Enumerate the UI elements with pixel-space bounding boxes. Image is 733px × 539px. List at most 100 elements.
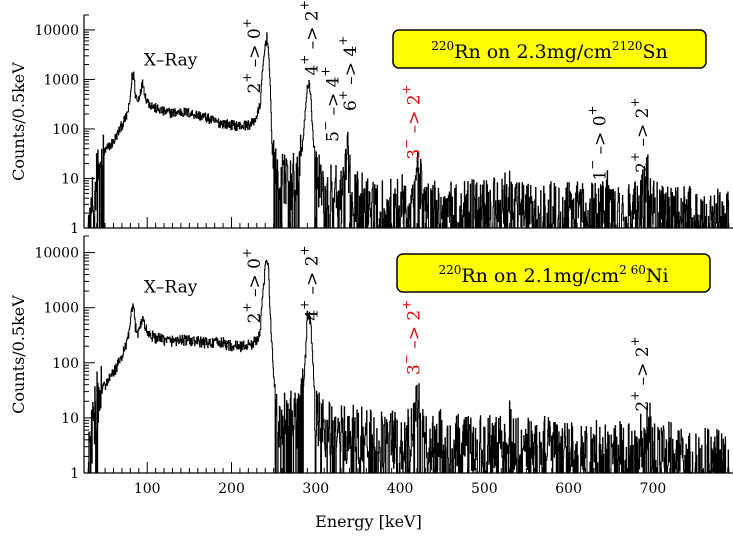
transition-label: 2+ –> 2+ [628,97,653,172]
legend-box [396,253,711,293]
parity-final: + [240,248,254,258]
parity-initial: − [586,160,600,170]
spin-final: 2 [633,108,653,119]
x-tick-label: 300 [302,481,329,497]
parity-final: + [628,97,642,107]
spectrum-line [87,32,730,229]
beam-element: Rn [461,265,488,287]
beam-mass-number: 220 [438,263,461,277]
spin-final: 2 [404,94,424,105]
parity-final: + [297,245,311,255]
x-tick-label: 700 [640,481,667,497]
thickness-exponent: 2 [612,39,620,53]
spin-initial: 6 [341,100,361,111]
spin-final: 2 [302,255,322,266]
parity-final: + [628,336,642,346]
parity-initial: + [240,73,254,83]
spin-initial: 2 [245,83,265,94]
parity-final: + [399,84,413,94]
arrow-symbol: –> [633,357,653,391]
y-tick-label: 1000 [43,301,79,317]
y-axis-title: Counts/0.5keV [9,62,28,181]
beam-element: Rn [454,41,481,63]
parity-final: + [586,105,600,115]
transition-label: 3− –> 2+ [399,84,424,159]
spectrum-line [87,259,730,474]
parity-final: + [297,0,311,10]
target-thickness: on 2.1mg/cm [488,265,619,287]
spin-initial: 3 [404,149,424,160]
spin-final: 2 [633,346,653,357]
x-tick-label: 600 [555,481,582,497]
y-tick-label: 10 [61,411,79,427]
spin-final: 4 [323,77,343,88]
transition-label: 4+ –> 2+ [297,0,322,75]
spin-final: 4 [341,46,361,57]
parity-final: + [318,66,332,76]
y-tick-label: 1 [70,221,79,237]
x-tick-label: 200 [218,481,245,497]
legend-text: 220Rn on 2.3mg/cm2120Sn [431,39,667,63]
parity-initial: + [628,152,642,162]
parity-initial: + [628,391,642,401]
arrow-symbol: –> [591,126,611,160]
transition-label: 6+ –> 4+ [336,36,361,111]
transition-label: X–Ray [144,277,198,297]
spin-initial: 2 [633,162,653,173]
y-tick-label: 10000 [34,246,79,262]
thickness-exponent: 2 [619,263,627,277]
arrow-symbol: –> [302,266,322,300]
spin-initial: 1 [591,170,611,181]
legend-box [392,29,707,69]
transition-label: X–Ray [144,51,198,71]
arrow-symbol: –> [404,321,424,355]
y-tick-label: 100 [52,122,79,138]
arrow-symbol: –> [302,21,322,55]
spin-initial: 4 [302,310,322,321]
parity-initial: + [297,55,311,65]
transition-label: 1− –> 0+ [586,105,611,180]
target-mass-number: 60 [627,263,646,277]
transition-label: 5− –> 4+ [318,66,343,141]
beam-mass-number: 220 [431,39,454,53]
x-tick-label: 500 [471,481,498,497]
spin-initial: 2 [245,313,265,324]
y-axis-title: Counts/0.5keV [9,295,28,414]
parity-initial: − [399,354,413,364]
arrow-symbol: –> [341,57,361,91]
x-tick-label: 400 [387,481,414,497]
parity-initial: + [240,302,254,312]
target-mass-number: 120 [620,39,643,53]
y-tick-label: 100 [52,356,79,372]
parity-final: + [399,300,413,310]
spin-final: 0 [245,258,265,269]
target-element: Sn [642,41,667,63]
parity-initial: + [336,90,350,100]
y-tick-label: 1000 [43,72,79,88]
spin-final: 2 [404,310,424,321]
spin-initial: 3 [404,364,424,375]
arrow-symbol: –> [633,118,653,152]
legend-text: 220Rn on 2.1mg/cm2 60Ni [438,263,668,287]
parity-initial: − [318,121,332,131]
x-axis-title: Energy [keV] [315,512,422,531]
parity-final: + [336,36,350,46]
arrow-symbol: –> [404,105,424,139]
y-tick-label: 10000 [34,23,79,39]
target-element: Ni [646,265,669,287]
spin-final: 0 [245,28,265,39]
arrow-symbol: –> [323,87,343,121]
spin-initial: 4 [302,65,322,76]
arrow-symbol: –> [245,269,265,303]
x-tick-label: 100 [134,481,161,497]
y-tick-label: 1 [70,466,79,482]
transition-label: 4+ –> 2+ [297,245,322,320]
transition-label: 2+ –> 2+ [628,336,653,411]
parity-initial: + [297,300,311,310]
arrow-symbol: –> [245,39,265,73]
spin-final: 0 [591,115,611,126]
